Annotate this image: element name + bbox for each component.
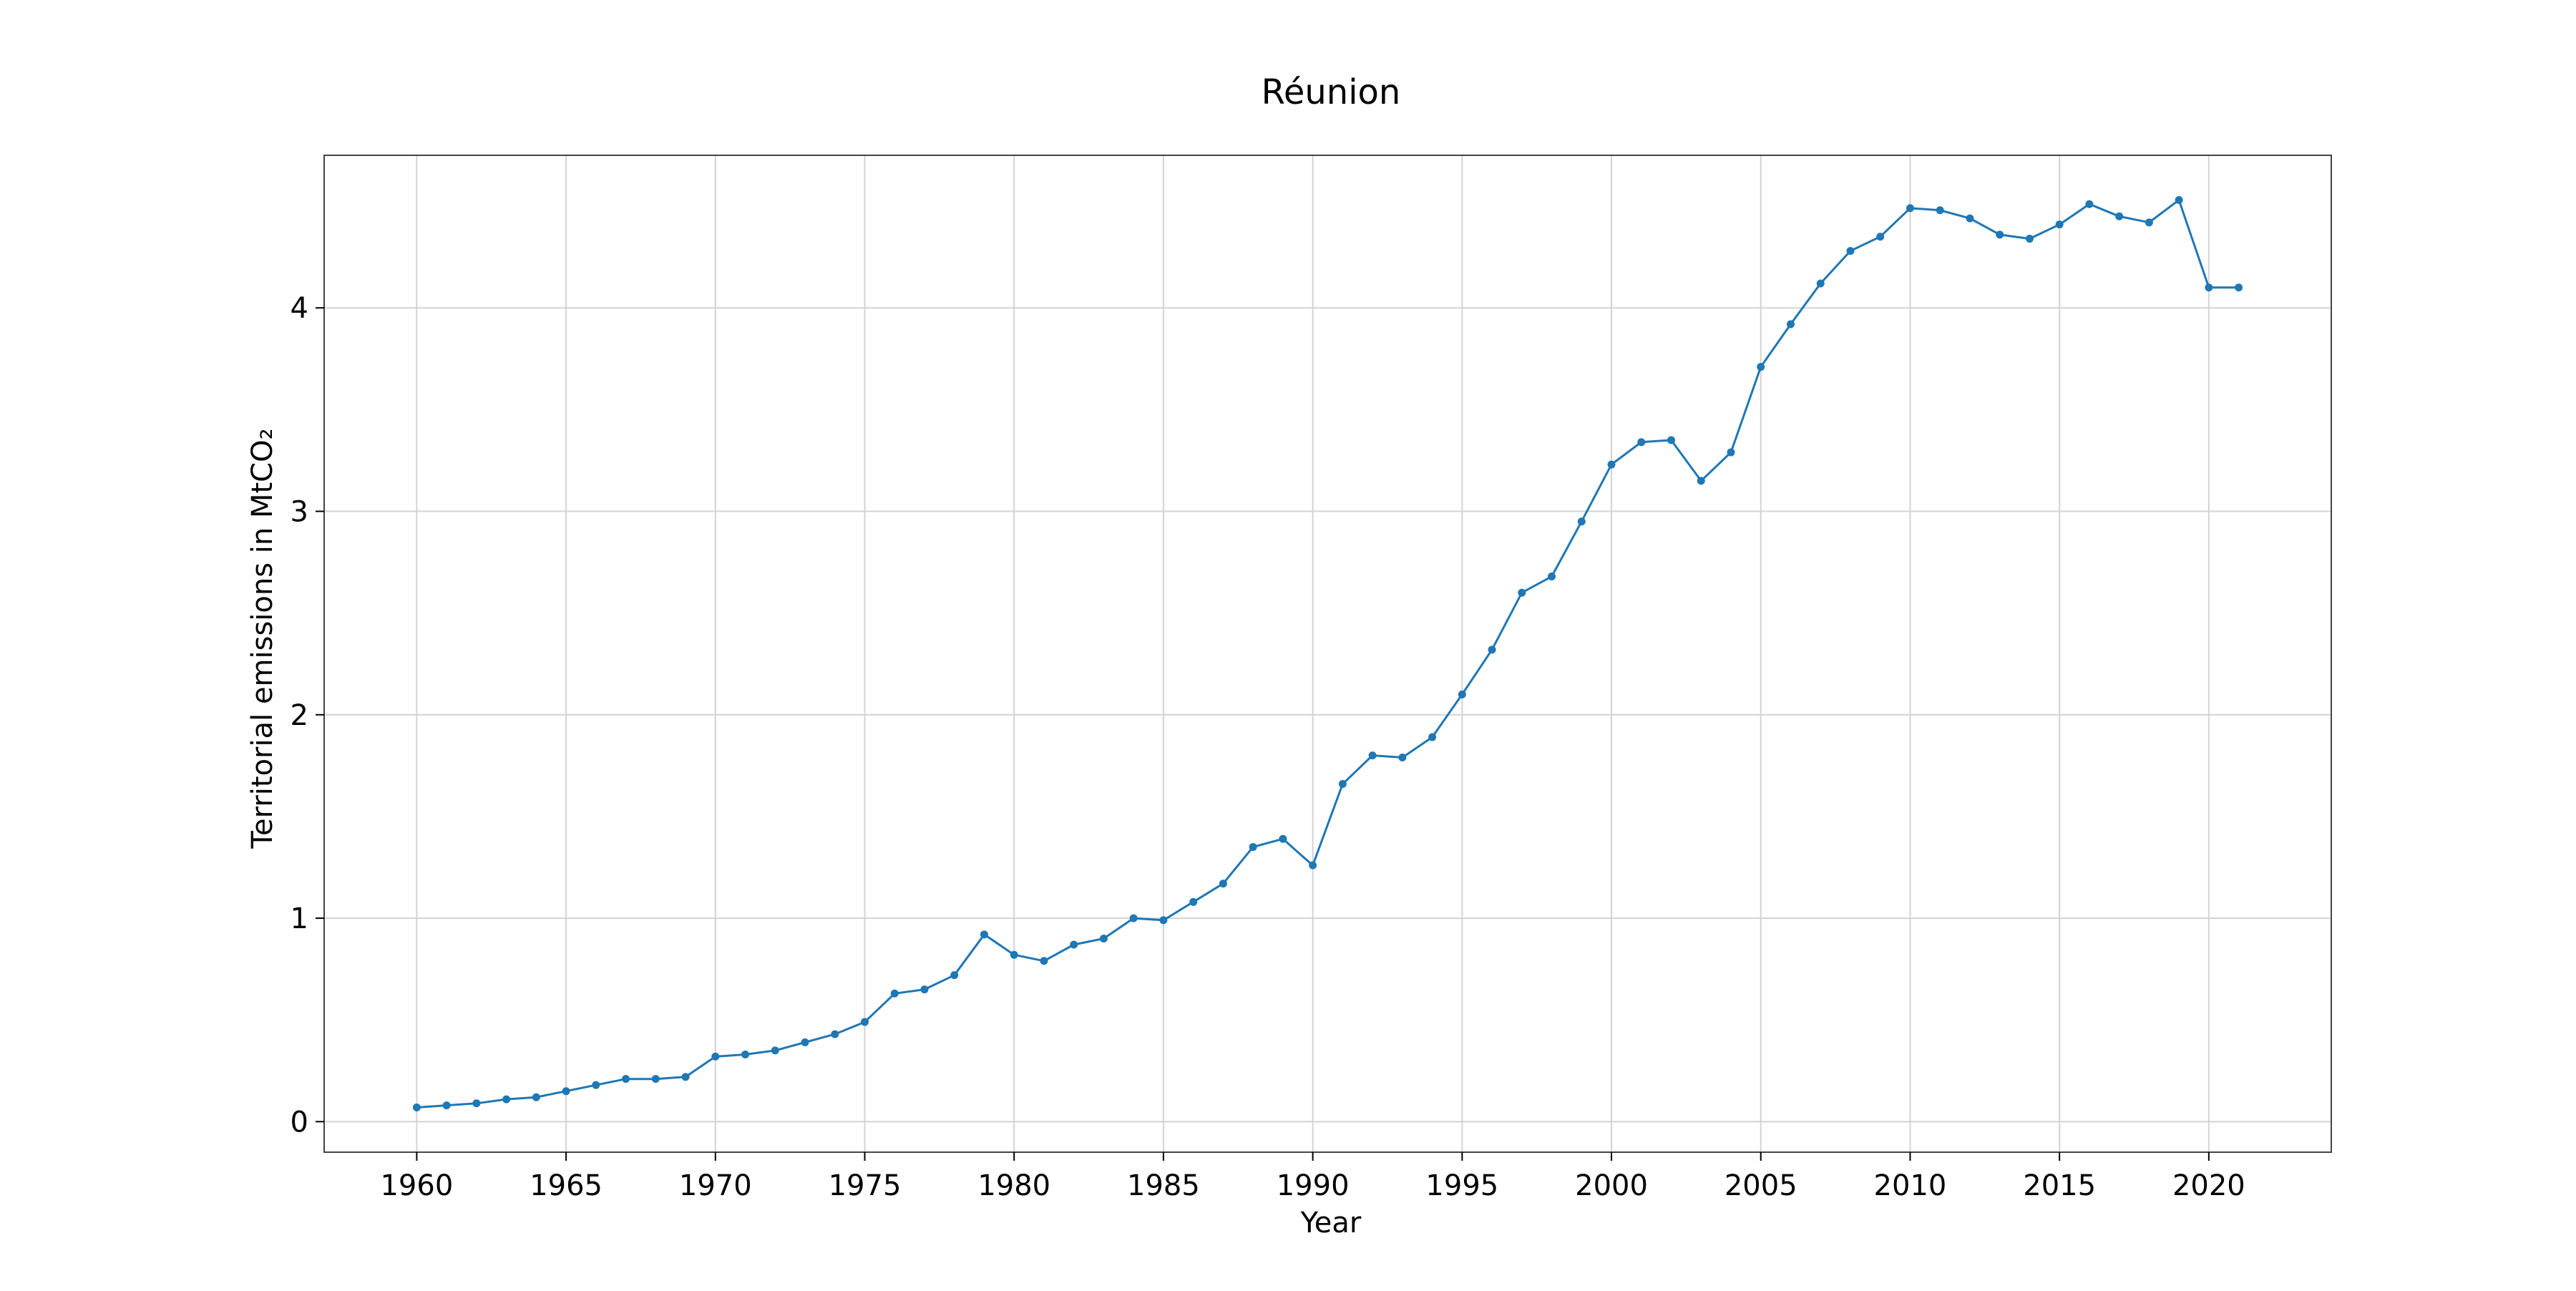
data-point (2235, 283, 2243, 292)
x-tick-label: 1980 (977, 1169, 1050, 1202)
data-point (1010, 950, 1018, 959)
data-point (1040, 957, 1048, 965)
data-point (1966, 214, 1974, 223)
data-point (1996, 230, 2004, 239)
data-point (1249, 843, 1257, 852)
data-point (1786, 320, 1795, 328)
data-point (1876, 233, 1885, 241)
data-point (622, 1075, 630, 1083)
data-point (412, 1103, 421, 1111)
x-tick-label: 1970 (679, 1169, 752, 1202)
series-layer (412, 196, 2243, 1111)
data-point (1607, 460, 1616, 469)
data-point (2145, 218, 2153, 227)
x-tick-label: 1985 (1127, 1169, 1200, 1202)
y-tick-label: 0 (291, 1106, 308, 1139)
data-point (1189, 897, 1198, 906)
data-point (1906, 204, 1914, 213)
data-point (711, 1052, 720, 1061)
data-point (771, 1046, 779, 1055)
x-tick-label: 2015 (2023, 1169, 2096, 1202)
data-point (741, 1051, 750, 1059)
x-tick-label: 1995 (1425, 1169, 1498, 1202)
y-axis-label: Territorial emissions in MtCO₂ (246, 428, 279, 849)
data-point (831, 1030, 839, 1038)
data-point (1757, 363, 1765, 371)
x-tick-label: 1975 (829, 1169, 902, 1202)
data-point (2205, 283, 2213, 292)
y-tick-label: 3 (291, 496, 308, 529)
x-tick-label: 1960 (380, 1169, 453, 1202)
data-point (980, 930, 988, 939)
grid-layer (324, 155, 2331, 1152)
data-point (1816, 279, 1825, 288)
data-point (472, 1099, 481, 1108)
data-point (1667, 436, 1676, 444)
data-point (1518, 588, 1526, 597)
data-point (651, 1075, 660, 1083)
chart-title: Réunion (1262, 72, 1401, 112)
data-point (861, 1018, 869, 1026)
data-point (2055, 220, 2064, 229)
x-tick-label: 2005 (1724, 1169, 1797, 1202)
series-line (416, 199, 2239, 1109)
data-point (920, 985, 929, 994)
data-point (1727, 448, 1735, 457)
data-point (592, 1081, 600, 1089)
data-point (1279, 834, 1287, 843)
tick-layer: 1960 1965 1970 1975 1980 1985 1990 1995 2000 2005… (291, 292, 2245, 1202)
data-point (1338, 779, 1347, 788)
data-point (801, 1038, 809, 1046)
data-point (1697, 477, 1705, 485)
y-tick-label: 4 (291, 292, 308, 325)
data-point (1159, 916, 1168, 925)
data-point (1368, 751, 1377, 760)
data-point (2085, 200, 2094, 208)
data-point (1548, 572, 1556, 580)
x-tick-label: 2020 (2172, 1169, 2245, 1202)
y-tick-label: 2 (291, 699, 308, 732)
x-axis-label: Year (1300, 1207, 1362, 1239)
data-point (1458, 690, 1466, 698)
data-point (1309, 861, 1317, 869)
data-point (1129, 914, 1138, 922)
data-point (2025, 235, 2034, 243)
data-point (1488, 646, 1496, 654)
x-tick-label: 1990 (1277, 1169, 1350, 1202)
data-point (1428, 733, 1437, 741)
x-tick-label: 2010 (1874, 1169, 1947, 1202)
data-point (890, 989, 899, 998)
data-point (1099, 935, 1108, 942)
x-tick-label: 2000 (1575, 1169, 1648, 1202)
data-point (562, 1087, 570, 1096)
data-point (1219, 880, 1227, 888)
data-point (532, 1093, 540, 1101)
data-point (1398, 753, 1407, 761)
data-point (1070, 940, 1078, 949)
y-tick-label: 1 (291, 902, 308, 935)
data-point (1637, 438, 1646, 447)
data-point (1936, 206, 1944, 215)
data-point (442, 1101, 451, 1110)
data-point (2175, 196, 2183, 205)
data-point (681, 1073, 690, 1081)
data-point (1846, 247, 1855, 255)
data-point (1577, 517, 1586, 526)
data-point (502, 1095, 511, 1104)
data-point (950, 971, 959, 980)
data-point (2115, 212, 2124, 220)
x-tick-label: 1965 (530, 1169, 602, 1202)
plot-frame (323, 155, 2332, 1153)
